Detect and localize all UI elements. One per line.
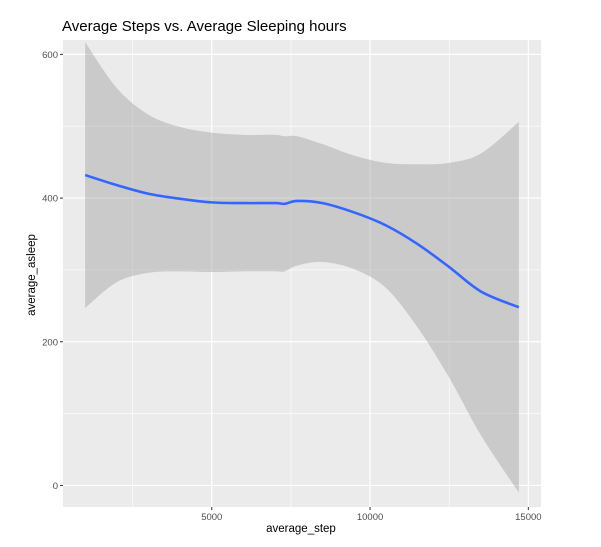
y-axis: 0 200 400 600 bbox=[42, 50, 63, 492]
y-tick-label: 600 bbox=[42, 50, 58, 61]
confidence-band-layer bbox=[85, 42, 519, 493]
y-axis-title: average_asleep bbox=[26, 234, 38, 316]
smooth-line bbox=[84, 173, 520, 309]
plot-panel bbox=[63, 40, 541, 507]
x-tick-label: 5000 bbox=[201, 512, 222, 523]
y-tick-label: 400 bbox=[42, 194, 58, 205]
y-tick-label: 200 bbox=[42, 337, 58, 348]
y-tick-label: 0 bbox=[53, 481, 58, 492]
confidence-band bbox=[85, 42, 519, 493]
smooth-line-layer bbox=[84, 173, 520, 309]
major-gridlines bbox=[63, 40, 541, 507]
chart-title: Average Steps vs. Average Sleeping hours bbox=[62, 18, 347, 35]
minor-gridlines bbox=[63, 40, 541, 507]
x-tick-label: 15000 bbox=[515, 512, 541, 523]
x-axis: 5000 10000 15000 bbox=[201, 507, 542, 523]
x-axis-title: average_step bbox=[266, 523, 336, 535]
x-tick-label: 10000 bbox=[357, 512, 383, 523]
